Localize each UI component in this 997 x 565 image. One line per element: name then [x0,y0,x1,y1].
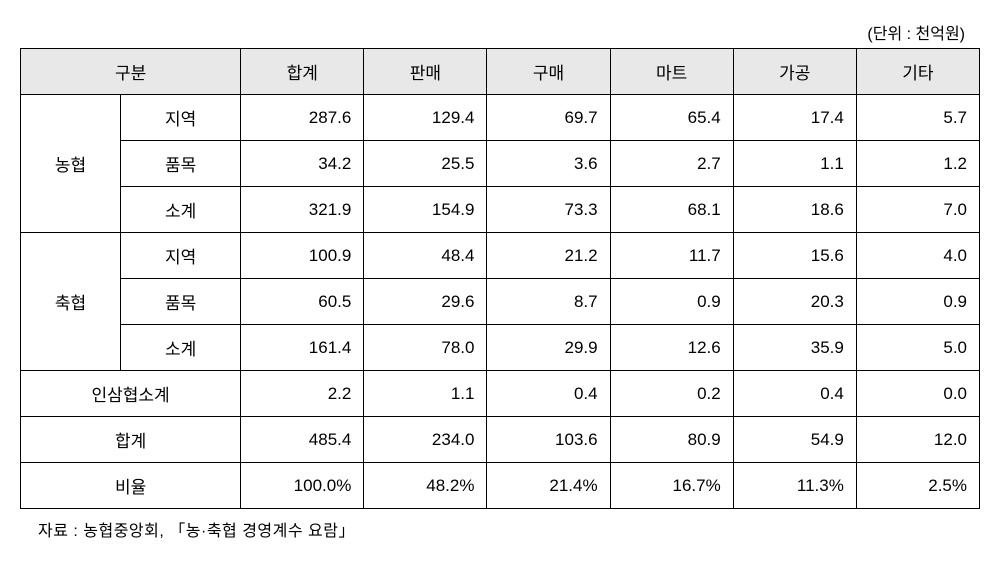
cell-value: 15.6 [733,233,856,279]
cell-value: 12.6 [610,325,733,371]
cell-value: 8.7 [487,279,610,325]
cell-value: 154.9 [364,187,487,233]
cell-value: 68.1 [610,187,733,233]
header-sales: 판매 [364,49,487,95]
cell-value: 4.0 [856,233,979,279]
cell-value: 34.2 [241,141,364,187]
subcat-label: 소계 [121,325,241,371]
header-other: 기타 [856,49,979,95]
cell-value: 161.4 [241,325,364,371]
cell-value: 21.2 [487,233,610,279]
group-nonghyup: 농협 [21,95,121,233]
header-row: 구분 합계 판매 구매 마트 가공 기타 [21,49,980,95]
cell-value: 3.6 [487,141,610,187]
cell-value: 321.9 [241,187,364,233]
source-note: 자료 : 농협중앙회, 「농·축협 경영계수 요람」 [20,517,977,541]
cell-value: 1.1 [364,371,487,417]
cell-value: 21.4% [487,463,610,509]
header-mart: 마트 [610,49,733,95]
cell-value: 0.4 [733,371,856,417]
cell-value: 0.2 [610,371,733,417]
cell-value: 1.1 [733,141,856,187]
cell-value: 48.2% [364,463,487,509]
cell-value: 1.2 [856,141,979,187]
cell-value: 234.0 [364,417,487,463]
header-purchase: 구매 [487,49,610,95]
table-row: 소계 321.9 154.9 73.3 68.1 18.6 7.0 [21,187,980,233]
table-row: 농협 지역 287.6 129.4 69.7 65.4 17.4 5.7 [21,95,980,141]
cell-value: 29.6 [364,279,487,325]
cell-value: 100.9 [241,233,364,279]
cell-value: 80.9 [610,417,733,463]
group-ratio: 비율 [21,463,241,509]
group-insamhyup: 인삼협소계 [21,371,241,417]
cell-value: 2.5% [856,463,979,509]
table-row: 비율 100.0% 48.2% 21.4% 16.7% 11.3% 2.5% [21,463,980,509]
cell-value: 0.0 [856,371,979,417]
cell-value: 287.6 [241,95,364,141]
cell-value: 12.0 [856,417,979,463]
data-table: 구분 합계 판매 구매 마트 가공 기타 농협 지역 287.6 129.4 6… [20,48,980,509]
cell-value: 60.5 [241,279,364,325]
cell-value: 0.9 [610,279,733,325]
cell-value: 129.4 [364,95,487,141]
table-row: 소계 161.4 78.0 29.9 12.6 35.9 5.0 [21,325,980,371]
cell-value: 78.0 [364,325,487,371]
header-total: 합계 [241,49,364,95]
cell-value: 65.4 [610,95,733,141]
cell-value: 20.3 [733,279,856,325]
cell-value: 7.0 [856,187,979,233]
cell-value: 54.9 [733,417,856,463]
subcat-label: 품목 [121,141,241,187]
cell-value: 2.2 [241,371,364,417]
group-total: 합계 [21,417,241,463]
table-row: 품목 34.2 25.5 3.6 2.7 1.1 1.2 [21,141,980,187]
cell-value: 103.6 [487,417,610,463]
table-row: 품목 60.5 29.6 8.7 0.9 20.3 0.9 [21,279,980,325]
cell-value: 35.9 [733,325,856,371]
table-row: 합계 485.4 234.0 103.6 80.9 54.9 12.0 [21,417,980,463]
subcat-label: 지역 [121,233,241,279]
cell-value: 17.4 [733,95,856,141]
subcat-label: 품목 [121,279,241,325]
unit-label: (단위 : 천억원) [20,20,977,44]
cell-value: 5.0 [856,325,979,371]
cell-value: 5.7 [856,95,979,141]
table-row: 인삼협소계 2.2 1.1 0.4 0.2 0.4 0.0 [21,371,980,417]
cell-value: 48.4 [364,233,487,279]
cell-value: 16.7% [610,463,733,509]
cell-value: 0.4 [487,371,610,417]
cell-value: 11.3% [733,463,856,509]
cell-value: 73.3 [487,187,610,233]
cell-value: 25.5 [364,141,487,187]
subcat-label: 소계 [121,187,241,233]
cell-value: 69.7 [487,95,610,141]
table-row: 축협 지역 100.9 48.4 21.2 11.7 15.6 4.0 [21,233,980,279]
header-processing: 가공 [733,49,856,95]
subcat-label: 지역 [121,95,241,141]
cell-value: 18.6 [733,187,856,233]
cell-value: 0.9 [856,279,979,325]
cell-value: 485.4 [241,417,364,463]
cell-value: 2.7 [610,141,733,187]
group-chukhyup: 축협 [21,233,121,371]
cell-value: 100.0% [241,463,364,509]
cell-value: 29.9 [487,325,610,371]
header-category: 구분 [21,49,241,95]
cell-value: 11.7 [610,233,733,279]
